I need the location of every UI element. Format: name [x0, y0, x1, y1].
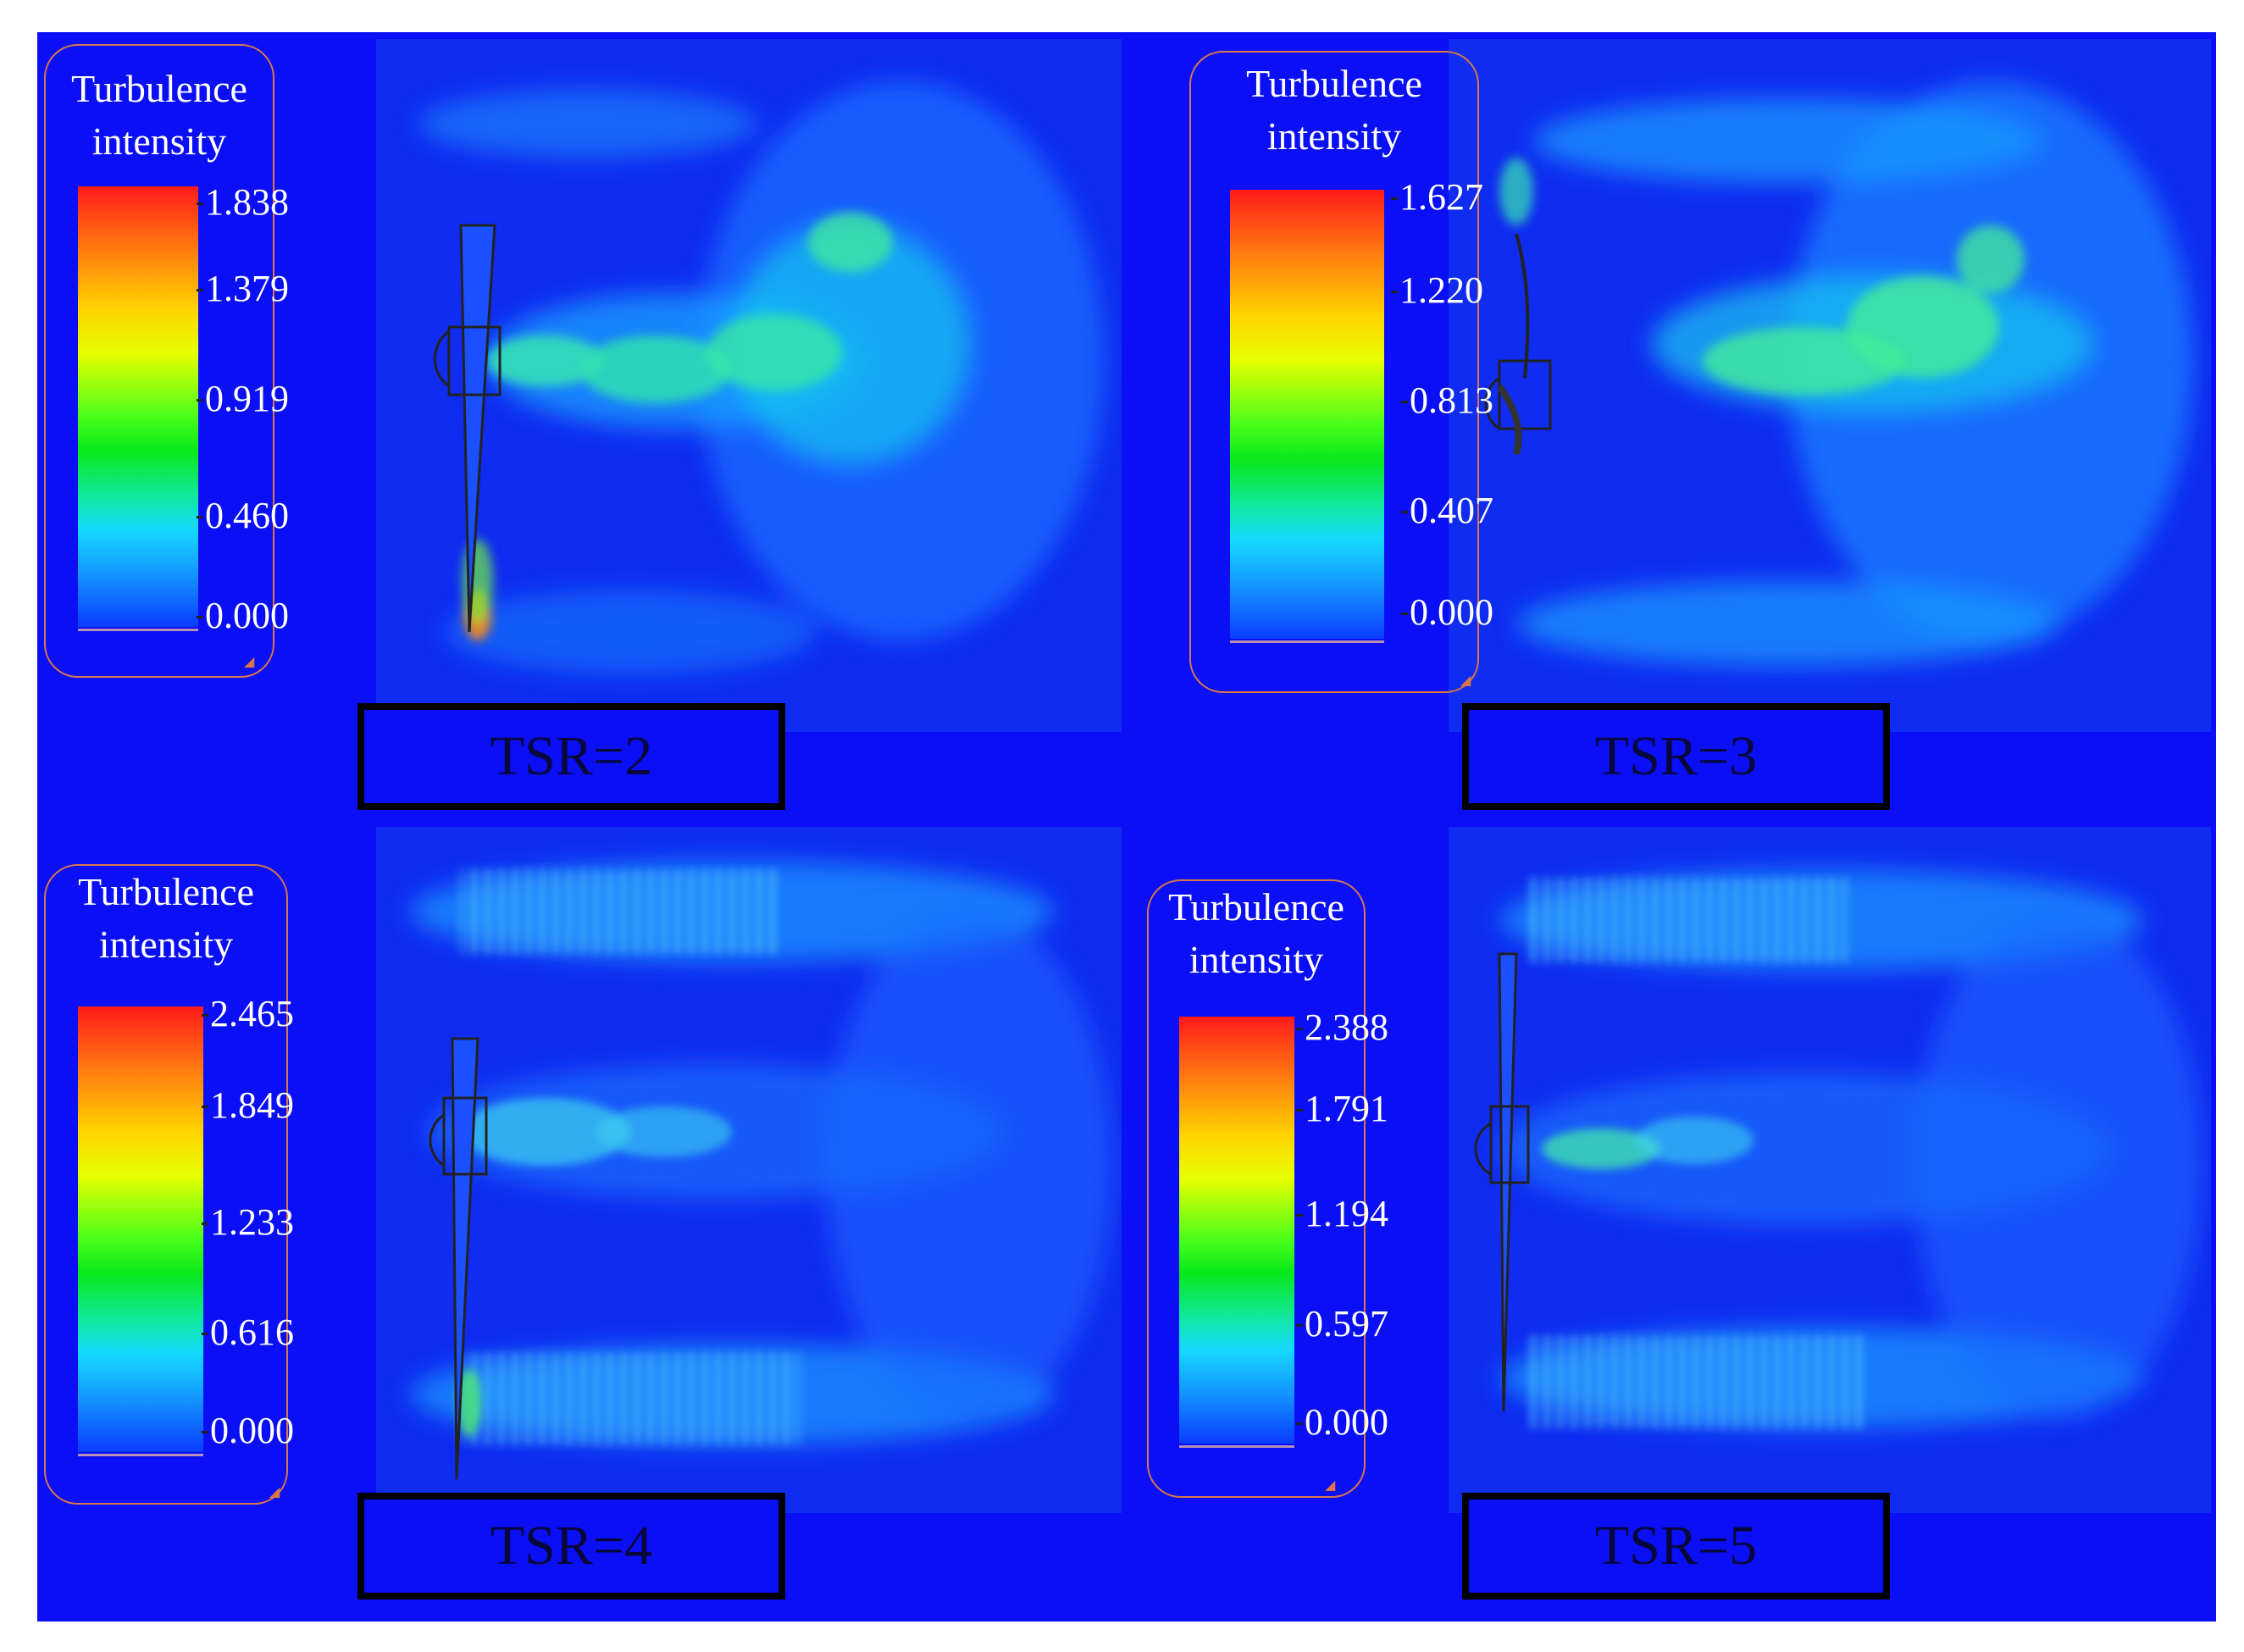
colorbar-legend: Turbulence intensity 2.465 1.849 1.233 0…	[44, 864, 294, 1505]
colorbar-tick-2: 1.791	[1296, 1088, 1388, 1129]
colorbar-tick-max: 2.388	[1296, 1006, 1388, 1048]
colorbar	[1179, 1017, 1294, 1444]
colorbar-tick-4: 0.616	[202, 1311, 294, 1353]
colorbar	[78, 186, 198, 627]
colorbar-tick-2: 1.379	[197, 268, 289, 309]
colorbar-tick-max: 1.627	[1391, 176, 1483, 218]
colorbar-tick-min: 0.000	[1296, 1401, 1388, 1443]
legend-title: Turbulence intensity	[1149, 881, 1364, 986]
tsr-label-box: TSR=2	[357, 703, 785, 810]
flow-field-image	[1449, 39, 2211, 732]
resize-handle-icon: ◢	[244, 655, 255, 669]
panel-tsr-3: Turbulence intensity 1.627 1.220 0.813 0…	[1127, 32, 2216, 827]
tsr-label-box: TSR=5	[1462, 1493, 1890, 1599]
colorbar-tick-4: 0.407	[1401, 490, 1493, 531]
colorbar-tick-2: 1.220	[1391, 269, 1483, 311]
flow-field-image	[376, 39, 1122, 732]
colorbar-tick-min: 0.000	[1401, 591, 1493, 633]
colorbar-legend: Turbulence intensity 1.838 1.379 0.919 0…	[44, 44, 289, 678]
colorbar-baseline	[78, 629, 198, 631]
colorbar-tick-3: 1.233	[202, 1201, 294, 1243]
colorbar-tick-max: 1.838	[197, 181, 289, 223]
colorbar-baseline	[1230, 640, 1384, 643]
colorbar-tick-min: 0.000	[197, 595, 289, 636]
panel-tsr-2: Turbulence intensity 1.838 1.379 0.919 0…	[37, 32, 1127, 827]
colorbar-tick-4: 0.597	[1296, 1303, 1388, 1344]
colorbar-tick-2: 1.849	[202, 1084, 294, 1126]
panel-tsr-4: Turbulence intensity 2.465 1.849 1.233 0…	[37, 827, 1127, 1622]
colorbar	[78, 1006, 203, 1452]
legend-title-line1: Turbulence	[78, 870, 254, 913]
legend-title: Turbulence intensity	[46, 866, 286, 971]
legend-title-line2: intensity	[1266, 114, 1402, 158]
colorbar-tick-3: 1.194	[1296, 1193, 1388, 1234]
legend-title-line1: Turbulence	[1168, 885, 1344, 929]
colorbar	[1230, 190, 1384, 639]
legend-title-line2: intensity	[1188, 938, 1324, 981]
resize-handle-icon: ◢	[269, 1485, 280, 1500]
resize-handle-icon: ◢	[1325, 1478, 1336, 1493]
colorbar-legend: Turbulence intensity 1.627 1.220 0.813 0…	[1189, 51, 1493, 693]
legend-title: Turbulence intensity	[46, 63, 273, 168]
flow-field-image	[376, 827, 1122, 1513]
flow-field-image	[1449, 827, 2211, 1513]
legend-title-line1: Turbulence	[71, 67, 247, 110]
turbulence-intensity-figure: Turbulence intensity 1.838 1.379 0.919 0…	[37, 32, 2216, 1622]
legend-title-line2: intensity	[91, 119, 227, 163]
colorbar-baseline	[78, 1454, 203, 1456]
colorbar-tick-4: 0.460	[197, 495, 289, 536]
colorbar-tick-max: 2.465	[202, 993, 294, 1034]
colorbar-tick-3: 0.813	[1401, 380, 1493, 421]
colorbar-tick-3: 0.919	[197, 378, 289, 419]
legend-title-line1: Turbulence	[1246, 62, 1422, 105]
panel-tsr-5: Turbulence intensity 2.388 1.791 1.194 0…	[1127, 827, 2216, 1622]
colorbar-legend: Turbulence intensity 2.388 1.791 1.194 0…	[1147, 879, 1388, 1498]
legend-title: Turbulence intensity	[1191, 58, 1477, 163]
colorbar-tick-min: 0.000	[202, 1410, 294, 1451]
tsr-label-box: TSR=4	[357, 1493, 785, 1599]
resize-handle-icon: ◢	[1460, 674, 1471, 688]
legend-title-line2: intensity	[98, 923, 234, 966]
tsr-label-box: TSR=3	[1462, 703, 1890, 810]
colorbar-baseline	[1179, 1445, 1294, 1448]
